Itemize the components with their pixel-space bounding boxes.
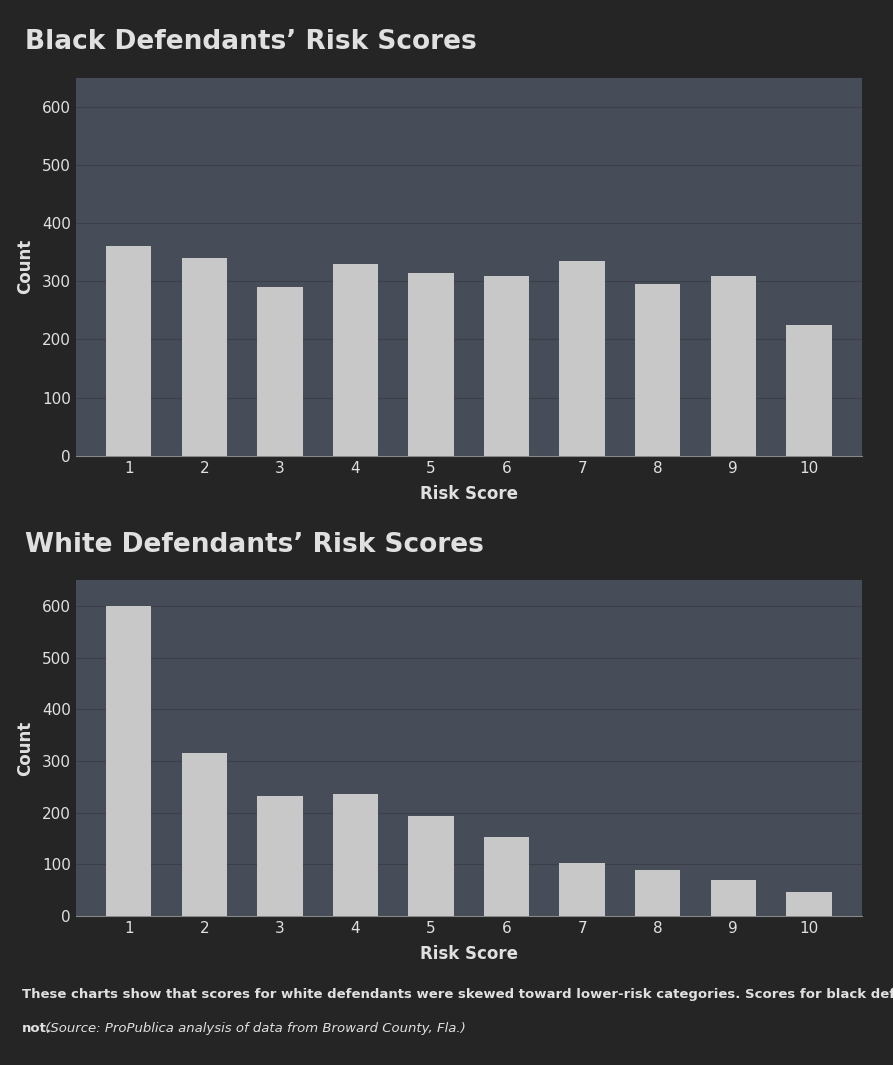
Bar xyxy=(257,288,303,456)
Text: Black Defendants’ Risk Scores: Black Defendants’ Risk Scores xyxy=(25,29,477,54)
Bar xyxy=(257,797,303,916)
Bar xyxy=(408,273,454,456)
Bar xyxy=(786,325,831,456)
Text: These charts show that scores for white defendants were skewed toward lower-risk: These charts show that scores for white … xyxy=(22,988,893,1001)
Bar xyxy=(560,863,605,916)
Bar xyxy=(181,258,227,456)
X-axis label: Risk Score: Risk Score xyxy=(420,485,518,503)
Bar xyxy=(484,837,530,916)
Bar xyxy=(106,246,152,456)
Text: not.: not. xyxy=(22,1022,53,1035)
Bar xyxy=(635,284,680,456)
Bar xyxy=(711,880,756,916)
Text: White Defendants’ Risk Scores: White Defendants’ Risk Scores xyxy=(25,532,484,558)
Bar xyxy=(560,261,605,456)
Text: (Source: ProPublica analysis of data from Broward County, Fla.): (Source: ProPublica analysis of data fro… xyxy=(41,1022,466,1035)
Y-axis label: Count: Count xyxy=(16,240,34,294)
Bar xyxy=(635,870,680,916)
Bar xyxy=(181,753,227,916)
Y-axis label: Count: Count xyxy=(16,721,34,775)
Bar xyxy=(106,606,152,916)
Bar xyxy=(711,276,756,456)
Bar xyxy=(333,793,378,916)
Bar xyxy=(333,264,378,456)
Bar xyxy=(408,816,454,916)
Bar xyxy=(484,276,530,456)
X-axis label: Risk Score: Risk Score xyxy=(420,945,518,963)
Bar xyxy=(786,891,831,916)
